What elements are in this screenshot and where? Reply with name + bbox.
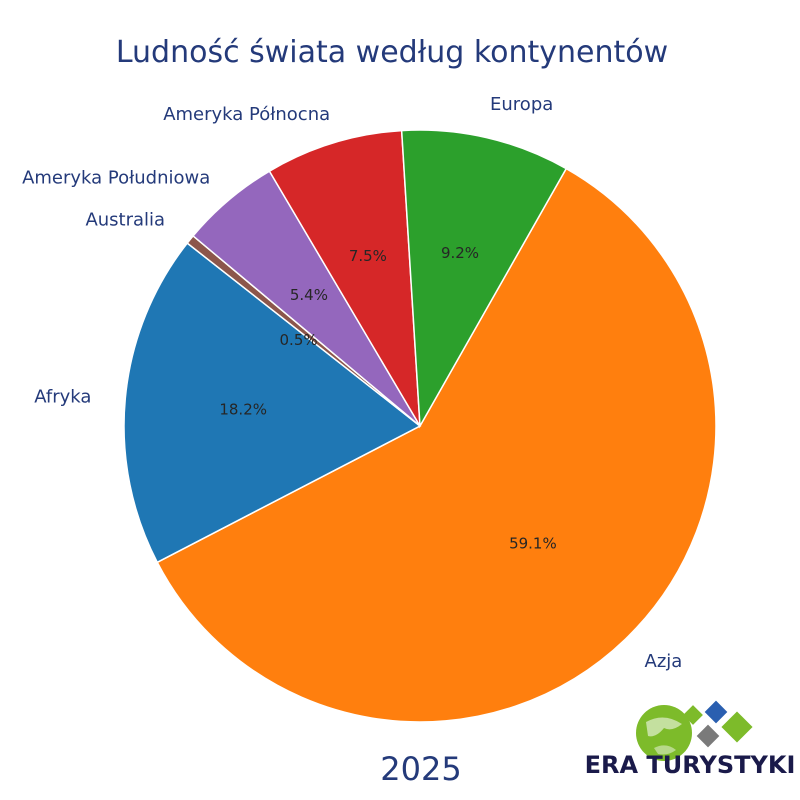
globe-icon [636, 705, 692, 761]
slice-label-australia: Australia [85, 210, 165, 231]
slice-label-ameryka-poludniowa: Ameryka Południowa [22, 168, 210, 189]
logo-cubes [683, 700, 753, 748]
slice-label-azja: Azja [645, 651, 683, 672]
chart-subtitle-year: 2025 [380, 750, 461, 788]
pie-slice-europa [400, 129, 568, 429]
slice-label-europa: Europa [490, 94, 553, 115]
pie-slices [123, 129, 717, 723]
pct-label-ameryka-polnocna: 7.5% [349, 247, 387, 265]
slice-labels: Azja Afryka Australia Ameryka Południowa Ame… [22, 94, 682, 672]
pct-label-azja: 59.1% [509, 534, 557, 552]
pie-slice-ameryka-polnocna [268, 129, 421, 427]
era-turystyki-logo: ERA TURYSTYKI [585, 700, 796, 779]
percentage-labels: 59.1% 18.2% 0.5% 5.4% 7.5% 9.2% [219, 244, 556, 552]
slice-label-ameryka-polnocna: Ameryka Północna [163, 104, 330, 125]
pie-slice-afryka [123, 242, 422, 564]
chart-title: Ludność świata według kontynentów [116, 35, 668, 70]
pct-label-europa: 9.2% [441, 244, 479, 262]
pct-label-ameryka-poludniowa: 5.4% [290, 286, 328, 304]
pct-label-afryka: 18.2% [219, 400, 267, 418]
pct-label-australia: 0.5% [280, 331, 318, 349]
slice-label-afryka: Afryka [34, 386, 91, 407]
logo-text: ERA TURYSTYKI [585, 751, 796, 779]
pie-slice-azja [156, 167, 717, 723]
